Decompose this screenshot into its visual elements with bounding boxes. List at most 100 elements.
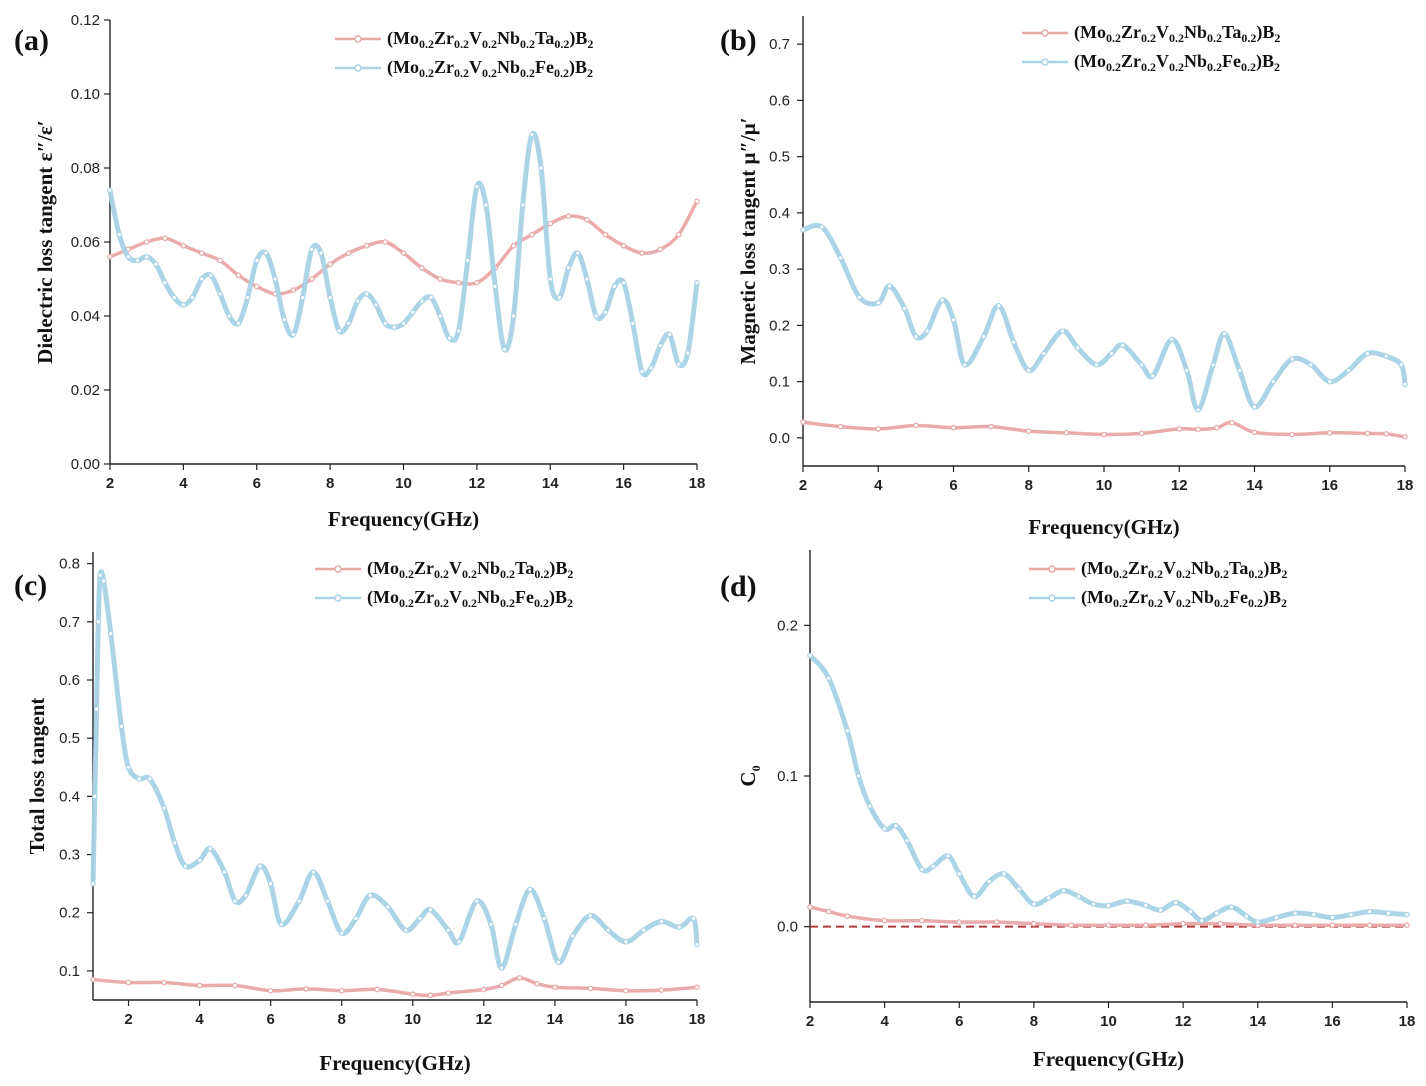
data-point xyxy=(881,825,888,832)
data-point xyxy=(338,930,345,936)
x-tick-label: 2 xyxy=(806,1013,814,1030)
data-point xyxy=(456,938,462,945)
x-tick-label: 14 xyxy=(547,1011,564,1028)
x-tick-label: 6 xyxy=(955,1013,963,1030)
data-point xyxy=(956,871,963,877)
data-point xyxy=(143,239,150,245)
x-tick-label: 8 xyxy=(1030,1013,1038,1030)
data-point xyxy=(1292,922,1298,929)
data-point xyxy=(516,975,523,981)
data-point xyxy=(161,979,167,986)
data-point xyxy=(623,987,629,994)
data-point xyxy=(1176,426,1183,432)
y-axis-title: Total loss tangent xyxy=(25,698,49,855)
data-point xyxy=(278,921,285,928)
data-point xyxy=(565,265,572,271)
x-tick-label: 18 xyxy=(689,475,706,492)
legend-swatch-marker xyxy=(334,594,342,602)
y-tick-label: 0.00 xyxy=(71,456,100,473)
panel-label: (c) xyxy=(14,569,47,602)
data-point xyxy=(807,904,813,910)
data-point xyxy=(92,793,98,800)
x-tick-label: 4 xyxy=(179,475,188,492)
y-tick-label: 0.10 xyxy=(71,86,100,103)
data-point xyxy=(171,840,178,846)
legend-swatch-marker xyxy=(354,64,362,72)
data-point xyxy=(605,927,612,934)
data-point xyxy=(512,921,519,928)
data-point xyxy=(881,917,888,924)
data-point xyxy=(296,898,302,904)
data-point xyxy=(587,912,594,919)
data-point xyxy=(892,822,899,829)
data-point xyxy=(143,253,150,260)
y-tick-label: 0.1 xyxy=(769,374,790,391)
data-point xyxy=(1289,356,1295,362)
series-line-0 xyxy=(808,905,1409,928)
data-point xyxy=(391,324,398,330)
x-tick-label: 2 xyxy=(124,1011,132,1028)
data-point xyxy=(182,863,189,870)
data-point xyxy=(90,880,96,887)
data-point xyxy=(446,335,453,342)
data-point xyxy=(308,276,315,282)
legend-swatch-marker xyxy=(1041,29,1049,37)
x-tick-label: 10 xyxy=(1096,477,1113,494)
data-point xyxy=(924,328,931,334)
legend-label-0: (Mo0.2Zr0.2V0.2Nb0.2Ta0.2)B2 xyxy=(387,28,593,51)
data-point xyxy=(1221,330,1228,337)
data-point xyxy=(474,279,480,286)
data-point xyxy=(373,302,379,308)
data-point xyxy=(1214,424,1220,431)
data-point xyxy=(690,915,697,922)
data-point xyxy=(207,845,214,852)
y-tick-label: 0.8 xyxy=(59,556,80,573)
data-point xyxy=(1195,406,1201,413)
data-point xyxy=(1364,430,1371,437)
y-tick-label: 0.1 xyxy=(59,963,80,980)
data-point xyxy=(1075,893,1082,900)
data-point xyxy=(125,253,132,260)
data-point xyxy=(171,294,178,301)
data-point xyxy=(1046,895,1052,901)
data-point xyxy=(1270,378,1277,385)
legend-label-1: (Mo0.2Zr0.2V0.2Nb0.2Fe0.2)B2 xyxy=(387,57,593,80)
data-point xyxy=(584,276,590,282)
data-point xyxy=(464,257,471,264)
data-point xyxy=(1398,361,1405,368)
data-point xyxy=(1310,911,1317,918)
data-point xyxy=(498,982,505,989)
legend-label-0: (Mo0.2Zr0.2V0.2Nb0.2Ta0.2)B2 xyxy=(1074,22,1280,45)
data-point xyxy=(136,776,143,782)
data-point xyxy=(825,675,832,681)
data-point xyxy=(474,183,480,190)
data-point xyxy=(1068,922,1075,929)
data-point xyxy=(800,419,806,425)
x-tick-label: 12 xyxy=(1175,1013,1192,1030)
x-tick-label: 6 xyxy=(949,477,957,494)
data-point xyxy=(1229,419,1235,426)
legend-label-1: (Mo0.2Zr0.2V0.2Nb0.2Fe0.2)B2 xyxy=(1081,587,1287,610)
data-point xyxy=(409,991,416,998)
data-point xyxy=(995,302,1002,309)
data-point xyxy=(1251,404,1258,410)
data-point xyxy=(875,300,882,306)
data-point xyxy=(1031,901,1037,907)
y-axis-title: Magnetic loss tangent μ″/μ′ xyxy=(736,117,760,364)
data-point xyxy=(988,423,994,430)
data-point xyxy=(666,331,673,338)
data-point xyxy=(587,985,594,992)
data-point xyxy=(1187,908,1194,915)
data-point xyxy=(675,361,682,367)
data-point xyxy=(455,327,462,334)
data-point xyxy=(162,279,168,286)
data-point xyxy=(281,316,288,323)
data-point xyxy=(338,987,345,994)
y-axis-title: C0 xyxy=(736,765,763,786)
data-point xyxy=(556,294,563,301)
data-point xyxy=(1168,336,1175,343)
x-tick-label: 6 xyxy=(253,475,261,492)
series-line-1 xyxy=(90,569,700,971)
data-point xyxy=(1364,350,1371,357)
x-tick-label: 18 xyxy=(689,1011,706,1028)
